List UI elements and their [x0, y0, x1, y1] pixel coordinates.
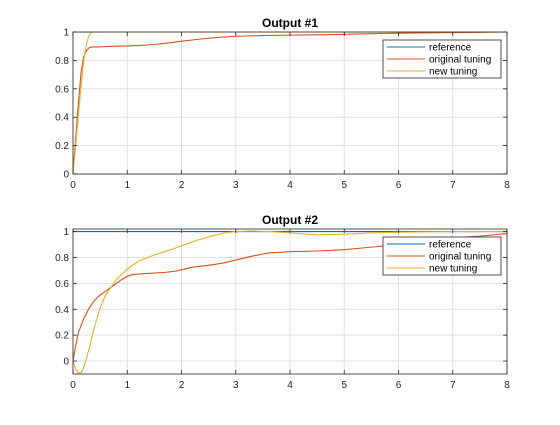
x-tick-label: 0 [70, 380, 76, 391]
y-tick-label: 0.8 [55, 56, 69, 67]
legend-label-reference: reference [429, 43, 472, 54]
x-tick-label: 8 [504, 380, 510, 391]
legend-label-original-tuning: original tuning [429, 252, 491, 263]
x-tick-label: 1 [124, 380, 130, 391]
chart-title: Output #2 [262, 213, 318, 227]
x-tick-label: 2 [179, 380, 185, 391]
x-tick-label: 6 [396, 380, 402, 391]
y-tick-label: 0.6 [55, 279, 69, 290]
y-tick-label: 0.2 [55, 331, 69, 342]
x-tick-label: 3 [233, 380, 239, 391]
y-tick-label: 0.4 [55, 113, 69, 124]
x-tick-label: 7 [450, 180, 456, 191]
x-tick-label: 2 [179, 180, 185, 191]
x-tick-label: 8 [504, 180, 510, 191]
series-line-new-tuning [73, 32, 507, 174]
y-tick-label: 0.8 [55, 253, 69, 264]
y-tick-label: 0.4 [55, 305, 69, 316]
y-tick-label: 0 [63, 357, 69, 368]
x-tick-label: 4 [287, 380, 293, 391]
x-tick-label: 0 [70, 180, 76, 191]
y-tick-label: 1 [63, 227, 69, 238]
series-line-original-tuning [73, 232, 507, 362]
legend-label-new-tuning: new tuning [429, 264, 477, 275]
legend-label-original-tuning: original tuning [429, 55, 491, 66]
axes-2: 0 1 2 3 4 5 6 7 8 0 0.2 0.4 0.6 0.8 1 Output #2 referenc… [55, 213, 510, 391]
axes-1: 0 1 2 3 4 5 6 7 8 0 0.2 0.4 0.6 0.8 1 Output #1 referenc… [55, 16, 510, 191]
y-tick-label: 0.2 [55, 141, 69, 152]
y-tick-label: 1 [63, 28, 69, 39]
x-tick-label: 3 [233, 180, 239, 191]
legend-label-new-tuning: new tuning [429, 67, 477, 78]
x-tick-label: 6 [396, 180, 402, 191]
y-tick-label: 0 [63, 170, 69, 181]
series-line-new-tuning [73, 230, 507, 374]
x-tick-label: 5 [341, 380, 347, 391]
x-tick-label: 7 [450, 380, 456, 391]
legend-label-reference: reference [429, 240, 472, 251]
x-tick-label: 5 [341, 180, 347, 191]
x-tick-label: 1 [124, 180, 130, 191]
y-tick-label: 0.6 [55, 84, 69, 95]
x-tick-label: 4 [287, 180, 293, 191]
chart-title: Output #1 [262, 16, 318, 30]
